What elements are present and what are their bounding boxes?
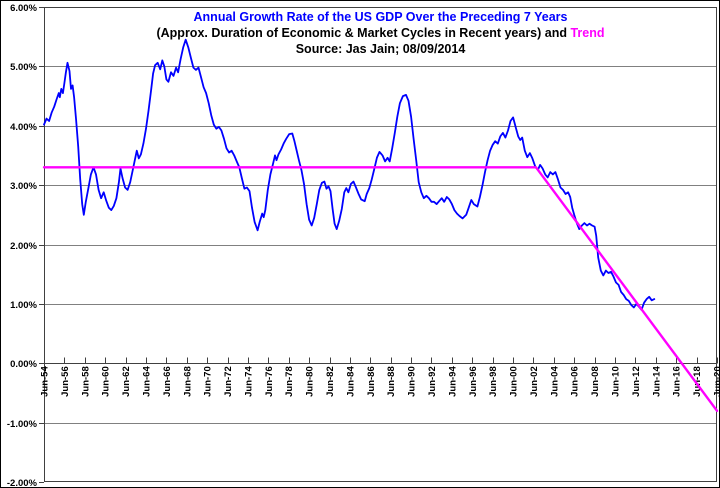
x-axis-label: Jun-66	[162, 366, 173, 397]
x-axis-label: Jun-56	[60, 366, 71, 397]
x-axis-label: Jun-80	[305, 366, 316, 397]
x-axis-label: Jun-72	[223, 366, 234, 397]
x-axis-label: Jun-70	[203, 366, 214, 397]
y-axis-label: 0.00%	[10, 359, 37, 370]
x-axis-label: Jun-94	[447, 366, 458, 397]
plot-border	[44, 7, 717, 482]
x-axis-label: Jun-96	[468, 366, 479, 397]
x-axis-label: Jun-10	[611, 366, 622, 397]
x-axis-label: Jun-16	[672, 366, 683, 397]
x-axis-label: Jun-90	[407, 366, 418, 397]
y-axis-label: -1.00%	[7, 419, 38, 430]
x-axis-label: Jun-78	[284, 366, 295, 397]
y-axis-label: 4.00%	[10, 122, 37, 133]
x-axis-label: Jun-20	[713, 366, 720, 397]
x-axis: Jun-54 Jun-56 Jun-58 Jun-60 Jun-62 Jun-64 Jun-…	[40, 357, 720, 397]
x-axis-label: Jun-74	[243, 366, 254, 397]
y-axis-label: 2.00%	[10, 241, 37, 252]
x-axis-label: Jun-68	[182, 366, 193, 397]
x-axis-label: Jun-64	[141, 366, 152, 397]
x-axis-label: Jun-12	[631, 366, 642, 397]
x-axis-label: Jun-98	[488, 366, 499, 397]
y-axis-label: 3.00%	[10, 181, 37, 192]
x-axis-label: Jun-60	[101, 366, 112, 397]
x-axis-label: Jun-58	[80, 366, 91, 397]
x-axis-label: Jun-62	[121, 366, 132, 397]
gdp-growth-line	[43, 38, 656, 311]
x-axis-label: Jun-54	[40, 366, 51, 397]
x-axis-label: Jun-92	[427, 366, 438, 397]
y-axis-label: 6.00%	[10, 3, 37, 14]
x-axis-label: Jun-14	[651, 366, 662, 397]
y-axis-label: 5.00%	[10, 62, 37, 73]
y-axis: 6.00% 5.00% 4.00% 3.00% 2.00% 1.00% 0.00% -1.00…	[7, 3, 44, 487]
x-axis-label: Jun-00	[509, 366, 520, 397]
x-axis-label: Jun-82	[325, 366, 336, 397]
y-axis-label: -2.00%	[7, 478, 38, 487]
x-axis-label: Jun-88	[386, 366, 397, 397]
x-axis-label: Jun-02	[529, 366, 540, 397]
x-axis-label: Jun-76	[264, 366, 275, 397]
gridlines	[44, 66, 717, 424]
x-axis-label: Jun-86	[366, 366, 377, 397]
x-axis-label: Jun-18	[692, 366, 703, 397]
x-axis-label: Jun-08	[590, 366, 601, 397]
x-axis-label: Jun-06	[570, 366, 581, 397]
x-axis-label: Jun-84	[345, 366, 356, 397]
x-axis-label: Jun-04	[549, 366, 560, 397]
y-axis-label: 1.00%	[10, 300, 37, 311]
trend-line	[42, 166, 719, 412]
